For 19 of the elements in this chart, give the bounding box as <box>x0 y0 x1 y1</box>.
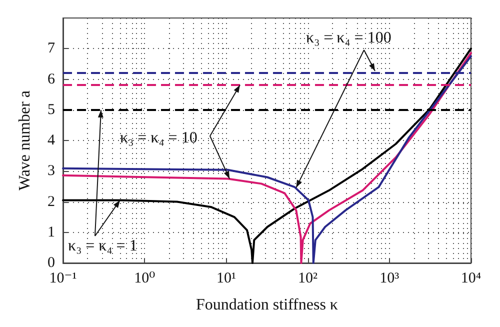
y-tick-label: 6 <box>48 71 56 88</box>
y-tick-label: 0 <box>48 255 55 271</box>
y-tick-label: 5 <box>48 102 55 118</box>
x-tick-label: 10³ <box>380 270 400 286</box>
y-axis-title: Wave number a <box>16 90 34 190</box>
x-tick-label: 10⁴ <box>460 270 482 286</box>
y-tick-label: 7 <box>48 40 56 57</box>
x-tick-label: 10¹ <box>216 270 236 286</box>
annotation: κ₃ = κ₄ = 100 <box>306 30 392 46</box>
x-tick-label: 10⁰ <box>134 270 156 286</box>
annotation: κ₃ = κ₄ = 1 <box>68 238 138 254</box>
y-tick-label: 3 <box>48 163 55 180</box>
x-tick-label: 10⁻¹ <box>49 270 77 286</box>
y-tick-label: 4 <box>48 132 56 148</box>
y-tick-label: 2 <box>48 194 55 210</box>
x-tick-label: 10² <box>298 270 318 286</box>
annotation: κ₃ = κ₄ = 10 <box>120 130 198 146</box>
x-axis-title: Foundation stiffness κ <box>196 296 338 314</box>
y-tick-label: 1 <box>48 224 55 240</box>
